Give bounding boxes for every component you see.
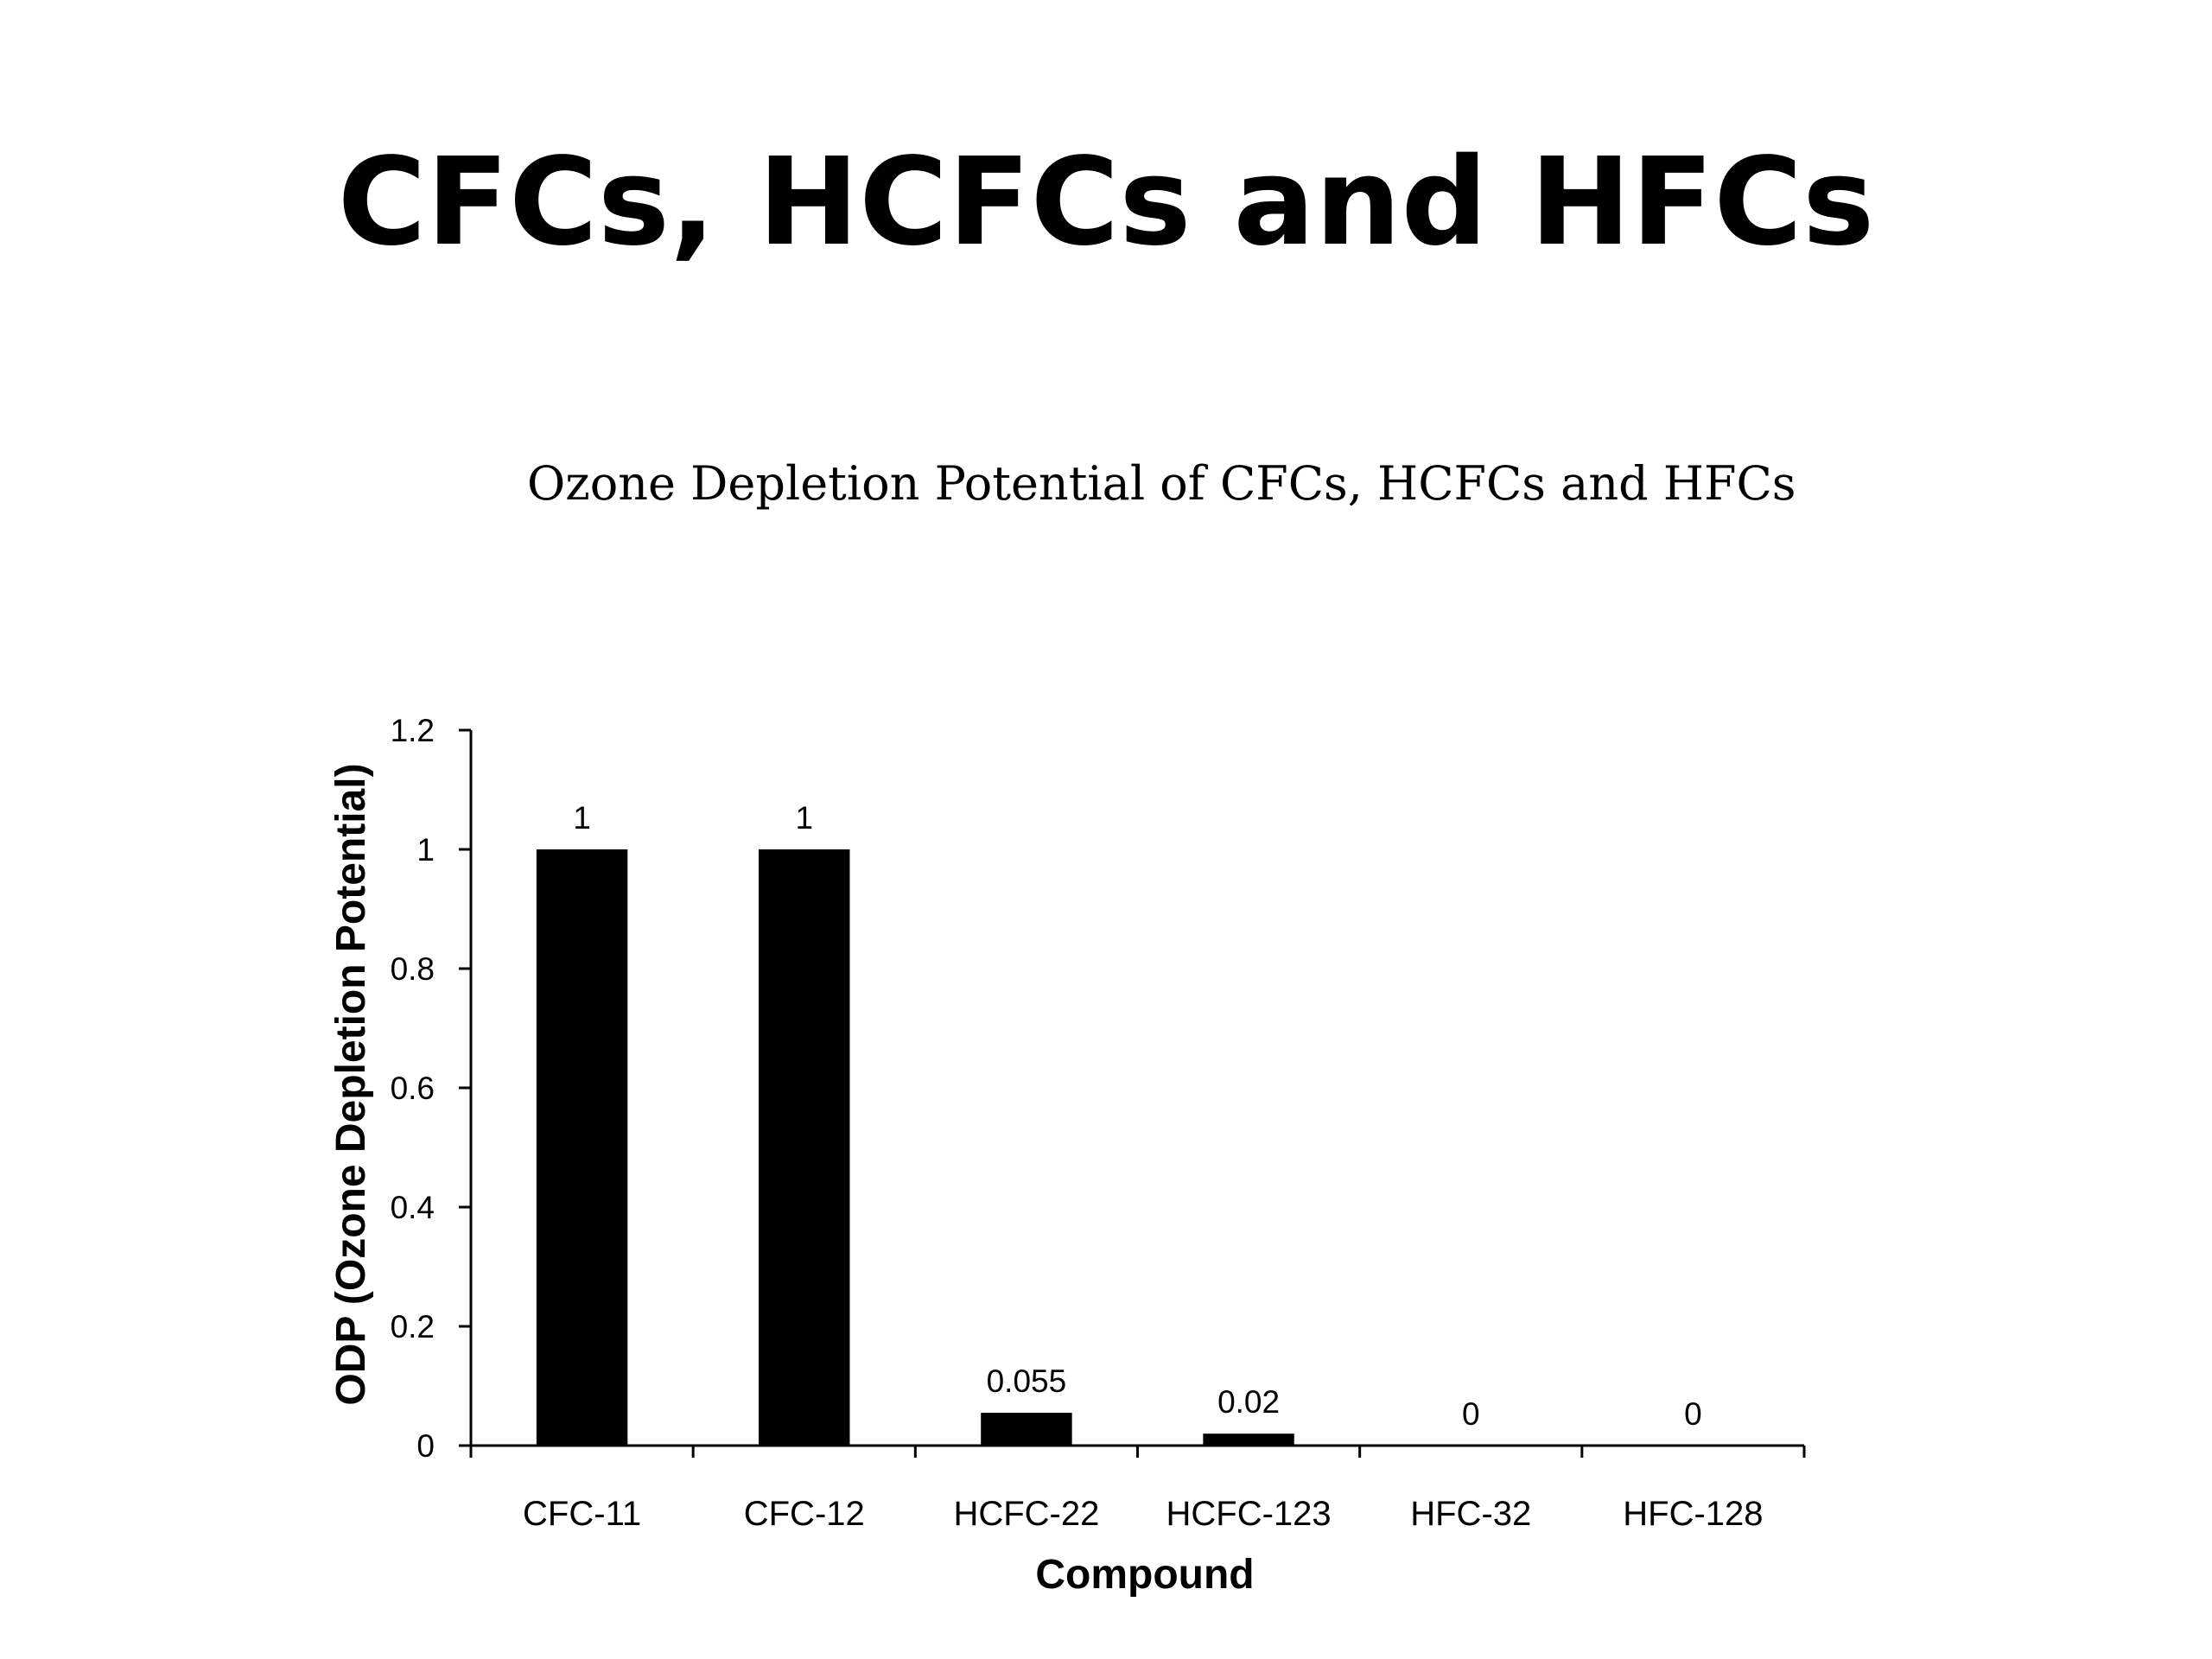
slide-title: CFCs, HCFCs and HFCs — [337, 132, 1875, 273]
y-tick-label: 0.2 — [391, 1309, 435, 1344]
bar-cfc-11 — [536, 849, 628, 1446]
y-tick-label: 0 — [416, 1428, 435, 1464]
chart-title: Ozone Depletion Potential of CFCs, HCFCs… — [527, 456, 1796, 511]
x-tick-label: CFC-12 — [744, 1495, 865, 1533]
x-tick-label: CFC-11 — [523, 1495, 641, 1533]
x-axis: CFC-11 CFC-12 HCFC-22 HCFC-123 HFC-32 HFC-128 — [469, 1444, 1806, 1533]
data-label: 1 — [573, 800, 591, 836]
bar-hcfc-22 — [981, 1413, 1072, 1446]
bar-cfc-12 — [759, 849, 850, 1446]
bars — [536, 849, 1294, 1446]
x-tick-label: HFC-32 — [1410, 1495, 1531, 1533]
data-label: 0 — [1684, 1396, 1702, 1432]
bar-hcfc-123 — [1203, 1433, 1294, 1446]
data-label: 0.02 — [1217, 1384, 1280, 1420]
x-tick-label: HCFC-123 — [1166, 1495, 1332, 1533]
x-axis-title: Compound — [1035, 1552, 1254, 1598]
y-tick-label: 0.6 — [391, 1071, 435, 1106]
y-tick-label: 1 — [416, 832, 435, 868]
y-axis: 0 0.2 0.4 0.6 0.8 1 1.2 — [391, 713, 473, 1464]
data-label: 1 — [795, 800, 813, 836]
x-tick-label: HFC-128 — [1623, 1495, 1763, 1533]
data-labels: 1 1 0.055 0.02 0 0 — [573, 800, 1701, 1432]
x-tick-label: HCFC-22 — [953, 1495, 1099, 1533]
y-tick-label: 0.4 — [391, 1190, 435, 1225]
data-label: 0.055 — [987, 1363, 1067, 1399]
y-axis-title: ODP (Ozone Depletion Potential) — [328, 763, 374, 1405]
y-tick-label: 0.8 — [391, 951, 435, 987]
y-tick-label: 1.2 — [391, 713, 435, 748]
data-label: 0 — [1462, 1396, 1480, 1432]
